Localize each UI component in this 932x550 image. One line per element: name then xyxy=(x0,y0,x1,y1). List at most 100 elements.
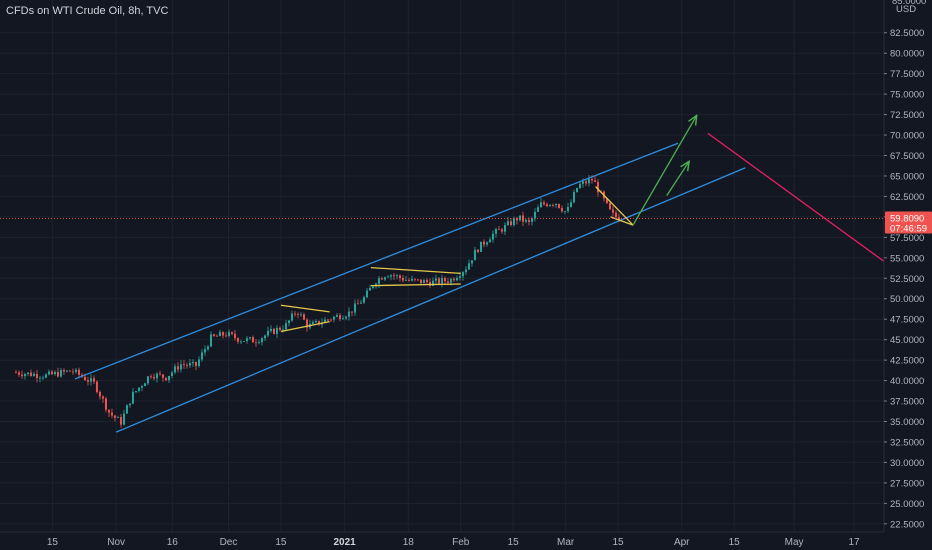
candle xyxy=(209,334,212,347)
candle xyxy=(251,337,254,343)
candle xyxy=(71,371,74,373)
candle xyxy=(527,219,530,222)
x-tick-label: 2021 xyxy=(333,537,356,548)
y-tick-label: 65.0000 xyxy=(890,171,924,182)
candle xyxy=(65,370,68,372)
candle xyxy=(332,316,335,320)
y-tick-label: 32.5000 xyxy=(890,437,924,448)
y-tick-label: 77.5000 xyxy=(890,69,924,80)
y-tick-label: 40.0000 xyxy=(890,376,924,387)
y-tick-label: 25.0000 xyxy=(890,499,924,510)
y-tick-label: 75.0000 xyxy=(890,90,924,101)
candle xyxy=(452,278,455,281)
flag-2-lower-line[interactable] xyxy=(370,283,461,287)
candle xyxy=(614,212,617,218)
candle xyxy=(158,373,161,375)
candle xyxy=(263,335,266,339)
candle xyxy=(596,181,599,193)
candle xyxy=(344,316,347,319)
candle xyxy=(389,275,392,277)
candle xyxy=(275,327,278,334)
candle xyxy=(584,181,587,184)
candle xyxy=(539,202,542,208)
candle xyxy=(224,335,227,337)
candle xyxy=(188,363,191,366)
y-tick-label: 45.0000 xyxy=(890,335,924,346)
candle xyxy=(38,377,41,379)
candle xyxy=(506,221,509,225)
candle xyxy=(230,332,233,334)
candle xyxy=(485,242,488,245)
candle xyxy=(170,372,173,376)
candle xyxy=(197,359,200,366)
bullish-arrow-long[interactable] xyxy=(632,115,697,226)
candle xyxy=(131,391,134,404)
candle xyxy=(44,374,47,378)
x-axis[interactable]: 15 Nov 16 Dec 15 2021 18 Feb 15 Mar 15 Apr 15 May 17 xyxy=(0,531,884,550)
candle xyxy=(605,198,608,204)
bullish-arrow-short[interactable] xyxy=(666,161,689,196)
candle xyxy=(299,314,302,316)
channel-upper-line[interactable] xyxy=(74,142,679,380)
candle xyxy=(284,323,287,330)
candle xyxy=(125,405,128,414)
candle xyxy=(218,332,221,337)
candle xyxy=(437,278,440,284)
candle xyxy=(227,332,230,336)
candle xyxy=(392,275,395,277)
candle xyxy=(17,372,20,375)
candle xyxy=(110,412,113,416)
candle xyxy=(182,364,185,366)
x-axis-panel[interactable] xyxy=(0,532,884,550)
candle xyxy=(53,371,56,375)
candle xyxy=(140,386,143,388)
candle xyxy=(548,204,551,207)
candle xyxy=(425,280,428,283)
y-tick-label: 50.0000 xyxy=(890,294,924,305)
candle xyxy=(317,320,320,325)
candle xyxy=(92,378,95,382)
candle xyxy=(461,272,464,277)
candle xyxy=(536,207,539,212)
candle xyxy=(341,318,344,320)
candle xyxy=(260,338,263,343)
candle xyxy=(212,334,215,336)
candle xyxy=(155,373,158,379)
chart-title: CFDs on WTI Crude Oil, 8h, TVC xyxy=(6,5,169,17)
candle xyxy=(266,330,269,336)
plot-area[interactable] xyxy=(0,0,884,532)
candle xyxy=(83,376,86,381)
candle xyxy=(611,209,614,213)
candle xyxy=(446,281,449,283)
candle xyxy=(167,375,170,381)
flag-2-upper-line[interactable] xyxy=(370,266,461,275)
candle xyxy=(242,341,245,342)
candle xyxy=(464,269,467,273)
candle xyxy=(293,313,296,315)
flag-1-upper-line[interactable] xyxy=(280,304,330,313)
candle xyxy=(566,206,569,212)
candle xyxy=(338,315,341,320)
candle xyxy=(518,215,521,221)
x-tick-label: 15 xyxy=(275,537,287,548)
candle xyxy=(488,239,491,243)
candle xyxy=(128,403,131,406)
candle xyxy=(356,303,359,305)
flag-1-lower-line[interactable] xyxy=(280,321,330,333)
candle xyxy=(497,229,500,230)
candle xyxy=(422,280,425,284)
candle xyxy=(35,373,38,379)
last-price-badge[interactable] xyxy=(885,211,932,234)
candles xyxy=(14,174,620,428)
candle xyxy=(245,338,248,342)
candle xyxy=(254,342,257,344)
candle xyxy=(32,373,35,376)
candle xyxy=(323,319,326,323)
candle xyxy=(560,207,563,212)
candle xyxy=(116,417,119,418)
y-tick-label: 30.0000 xyxy=(890,458,924,469)
y-axis-panel[interactable] xyxy=(884,0,932,550)
y-tick-label: 27.5000 xyxy=(890,478,924,489)
